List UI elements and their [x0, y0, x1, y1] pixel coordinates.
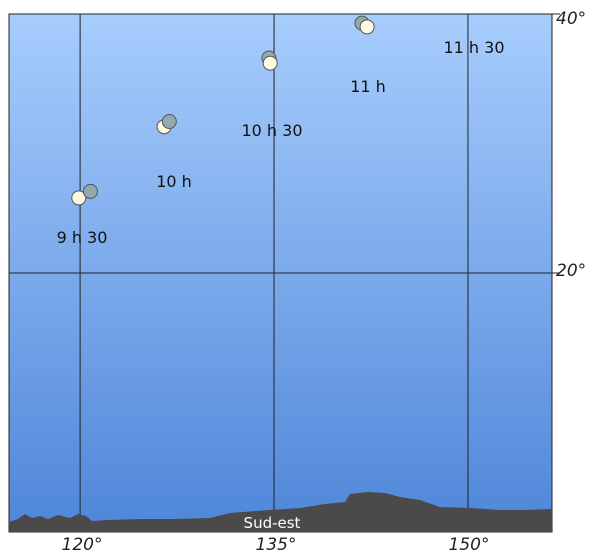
y-tick-40: 40° [556, 9, 586, 29]
horizon-label: Sud-est [244, 514, 301, 532]
x-tick-135: 135° [256, 535, 297, 554]
horizon-silhouette [9, 492, 552, 532]
x-tick-150: 150° [449, 535, 490, 554]
y-tick-20: 20° [556, 261, 586, 281]
x-tick-120: 120° [62, 535, 103, 554]
sun-mark [262, 55, 278, 71]
moon-mark [161, 114, 177, 129]
time-label-1100: 11 h [350, 77, 386, 96]
moon-mark [82, 183, 98, 199]
time-labels: 9 h 30 10 h 10 h 30 11 h 11 h 30 [57, 38, 505, 247]
time-label-1130: 11 h 30 [443, 38, 504, 57]
time-label-1000: 10 h [156, 172, 192, 191]
sun-mark [71, 190, 87, 206]
time-label-0930: 9 h 30 [57, 228, 108, 247]
axis-tick-labels: 120° 135° 150° 20° 40° [62, 9, 587, 554]
sun-mark [359, 19, 375, 35]
sun-moon-positions [71, 15, 375, 206]
time-label-1030: 10 h 30 [241, 121, 302, 140]
